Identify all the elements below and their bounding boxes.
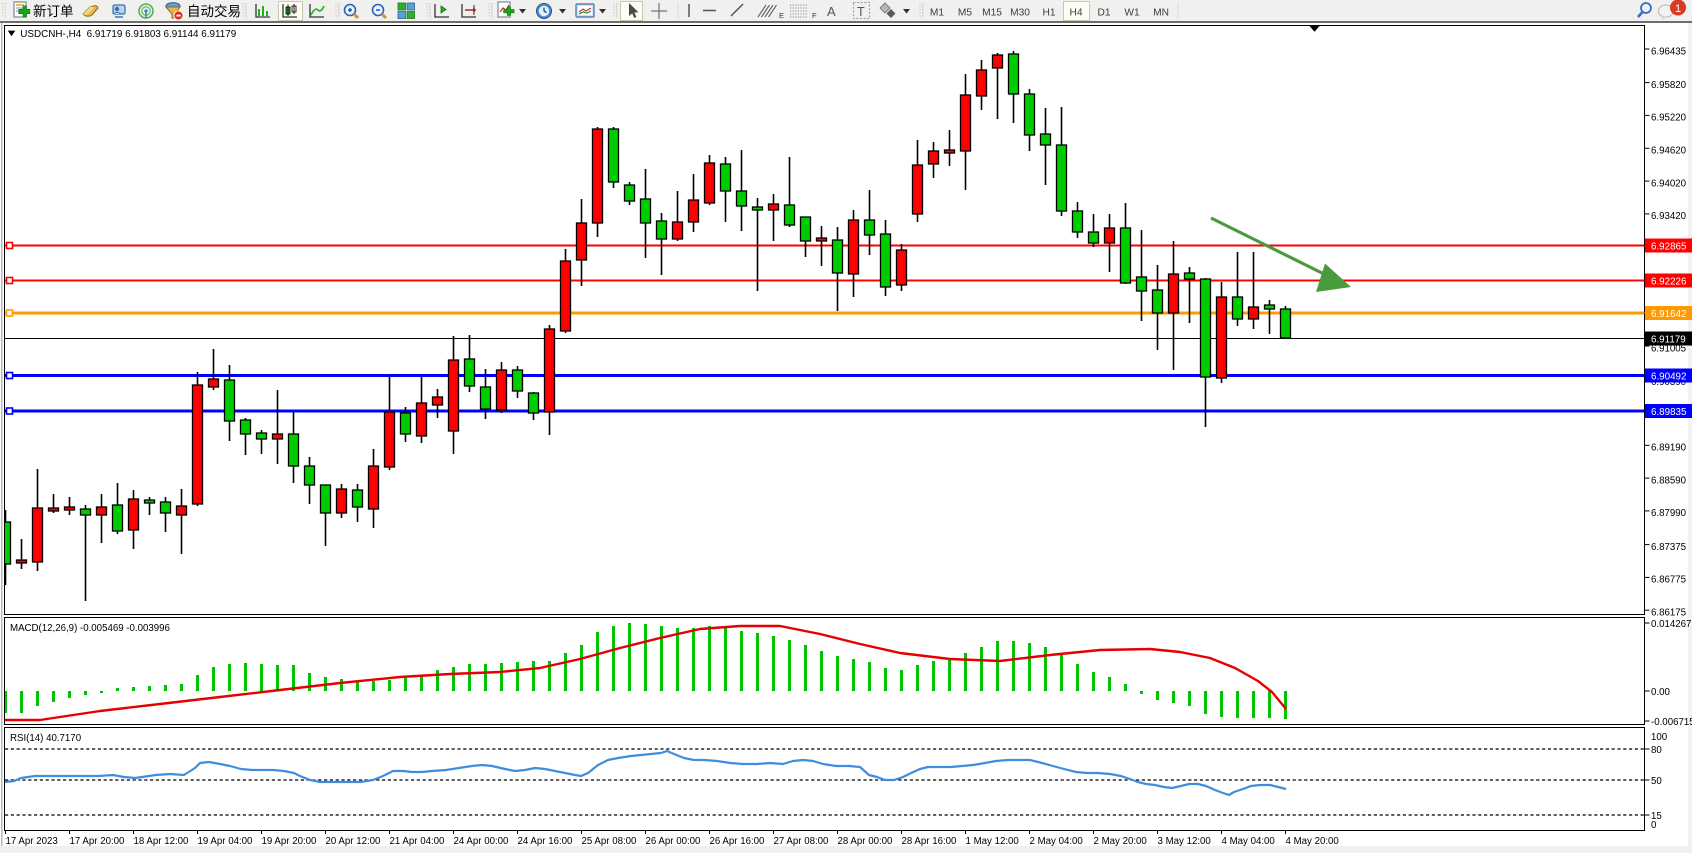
svg-text:6.95820: 6.95820: [1651, 80, 1687, 91]
svg-text:26 Apr 16:00: 26 Apr 16:00: [710, 836, 766, 847]
svg-text:USDCNH-,H4 6.91719 6.91803 6.: USDCNH-,H4 6.91719 6.91803 6.91144 6.911…: [20, 29, 236, 40]
svg-text:6.88590: 6.88590: [1651, 475, 1687, 486]
svg-text:M30: M30: [1010, 8, 1030, 19]
svg-text:6.87990: 6.87990: [1651, 508, 1687, 519]
svg-text:F: F: [812, 11, 817, 20]
svg-text:6.91005: 6.91005: [1651, 343, 1686, 354]
svg-text:6.93420: 6.93420: [1651, 211, 1687, 222]
svg-text:21 Apr 04:00: 21 Apr 04:00: [390, 836, 446, 847]
svg-text:-0.006715: -0.006715: [1651, 717, 1692, 728]
svg-text:6.96435: 6.96435: [1651, 46, 1686, 57]
svg-text:28 Apr 16:00: 28 Apr 16:00: [902, 836, 958, 847]
svg-text:26 Apr 00:00: 26 Apr 00:00: [646, 836, 702, 847]
svg-text:6.94620: 6.94620: [1651, 146, 1687, 157]
svg-text:6.90492: 6.90492: [1651, 372, 1686, 383]
svg-text:6.89835: 6.89835: [1651, 407, 1687, 418]
svg-text:T: T: [857, 5, 865, 19]
svg-text:M15: M15: [982, 8, 1002, 19]
svg-text:6.95220: 6.95220: [1651, 113, 1687, 124]
svg-text:自动交易: 自动交易: [187, 3, 241, 19]
svg-text:H1: H1: [1042, 8, 1055, 19]
svg-text:6.91179: 6.91179: [1651, 335, 1686, 346]
svg-text:20 Apr 12:00: 20 Apr 12:00: [326, 836, 382, 847]
svg-text:25 Apr 08:00: 25 Apr 08:00: [582, 836, 638, 847]
svg-text:M5: M5: [958, 8, 972, 19]
svg-text:6.92865: 6.92865: [1651, 242, 1687, 253]
svg-text:新订单: 新订单: [33, 4, 74, 19]
svg-text:19 Apr 04:00: 19 Apr 04:00: [198, 836, 254, 847]
svg-text:15: 15: [1651, 811, 1662, 822]
svg-text:6.87375: 6.87375: [1651, 542, 1686, 553]
svg-text:A: A: [827, 4, 836, 19]
svg-text:0: 0: [1651, 820, 1657, 831]
svg-text:2 May 04:00: 2 May 04:00: [1030, 836, 1084, 847]
svg-text:50: 50: [1651, 776, 1662, 787]
svg-text:24 Apr 16:00: 24 Apr 16:00: [518, 836, 574, 847]
svg-text:1: 1: [1675, 3, 1681, 15]
svg-text:6.92226: 6.92226: [1651, 277, 1687, 288]
svg-text:17 Apr 20:00: 17 Apr 20:00: [70, 836, 126, 847]
svg-text:RSI(14) 40.7170: RSI(14) 40.7170: [10, 733, 82, 744]
svg-text:1 May 12:00: 1 May 12:00: [966, 836, 1020, 847]
svg-text:6.91642: 6.91642: [1651, 309, 1686, 320]
svg-text:6.94020: 6.94020: [1651, 178, 1687, 189]
svg-text:M1: M1: [930, 8, 944, 19]
svg-text:4 May 04:00: 4 May 04:00: [1222, 836, 1276, 847]
svg-text:H4: H4: [1069, 8, 1082, 19]
svg-text:6.86175: 6.86175: [1651, 608, 1686, 619]
svg-text:E: E: [779, 11, 784, 20]
svg-text:MACD(12,26,9) -0.005469 -0.003: MACD(12,26,9) -0.005469 -0.003996: [10, 623, 170, 634]
svg-text:19 Apr 20:00: 19 Apr 20:00: [262, 836, 318, 847]
svg-text:3 May 12:00: 3 May 12:00: [1158, 836, 1212, 847]
svg-text:0.00: 0.00: [1651, 687, 1670, 698]
svg-text:MN: MN: [1153, 8, 1169, 19]
svg-text:W1: W1: [1124, 8, 1140, 19]
svg-text:0.014267: 0.014267: [1651, 619, 1691, 630]
svg-text:2 May 20:00: 2 May 20:00: [1094, 836, 1148, 847]
svg-text:6.86775: 6.86775: [1651, 575, 1686, 586]
svg-text:24 Apr 00:00: 24 Apr 00:00: [454, 836, 510, 847]
svg-text:28 Apr 00:00: 28 Apr 00:00: [838, 836, 894, 847]
svg-text:17 Apr 2023: 17 Apr 2023: [6, 836, 58, 847]
svg-text:100: 100: [1651, 732, 1668, 743]
svg-text:80: 80: [1651, 745, 1662, 756]
svg-text:D1: D1: [1097, 8, 1110, 19]
svg-text:4 May 20:00: 4 May 20:00: [1286, 836, 1340, 847]
svg-text:27 Apr 08:00: 27 Apr 08:00: [774, 836, 830, 847]
svg-text:18 Apr 12:00: 18 Apr 12:00: [134, 836, 190, 847]
svg-text:6.89190: 6.89190: [1651, 443, 1687, 454]
